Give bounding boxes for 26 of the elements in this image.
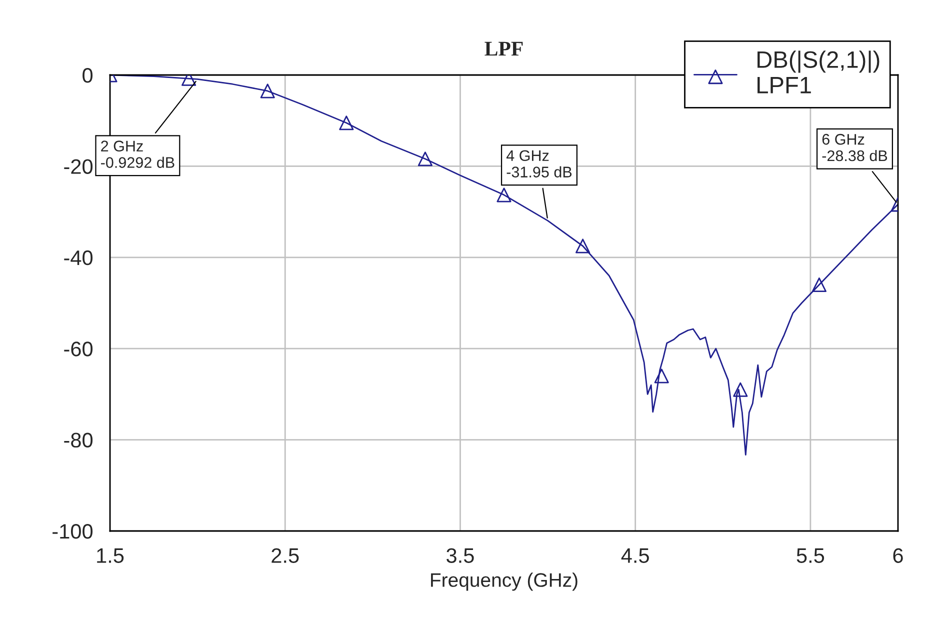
- y-tick-label: -60: [64, 342, 93, 356]
- annotation: 2 GHz -0.9292 dB: [101, 140, 174, 168]
- y-tick-label: -100: [52, 524, 93, 539]
- annotation: 4 GHz -31.95 dB: [506, 150, 572, 178]
- point: [496, 188, 512, 202]
- point: [733, 382, 748, 397]
- point: [654, 368, 669, 384]
- point: [260, 84, 275, 98]
- x-tick-label: 3.5: [446, 548, 474, 563]
- x-tick-label: 5.5: [796, 548, 824, 563]
- x-tick-label: 4.5: [621, 548, 649, 563]
- point: [812, 277, 826, 292]
- y-tick-label: -80: [64, 432, 93, 448]
- x-tick-label: 6: [893, 548, 903, 563]
- point: [418, 152, 432, 166]
- x-axis-title: Frequency (GHz): [431, 572, 578, 591]
- x-tick-label: 1.5: [97, 548, 124, 563]
- point: [576, 238, 590, 254]
- legend-label: DB(|S(2,1)|) LPF1: [758, 50, 880, 94]
- x-tick-label: 2.5: [272, 548, 299, 563]
- y-tick-label: 0: [82, 68, 93, 83]
- y-tick-label: -40: [64, 250, 93, 266]
- point: [339, 116, 354, 130]
- chart-title: LPF: [484, 42, 523, 56]
- annotation: 6 GHz -28.38 dB: [822, 134, 888, 162]
- y-tick-label: -20: [64, 159, 93, 174]
